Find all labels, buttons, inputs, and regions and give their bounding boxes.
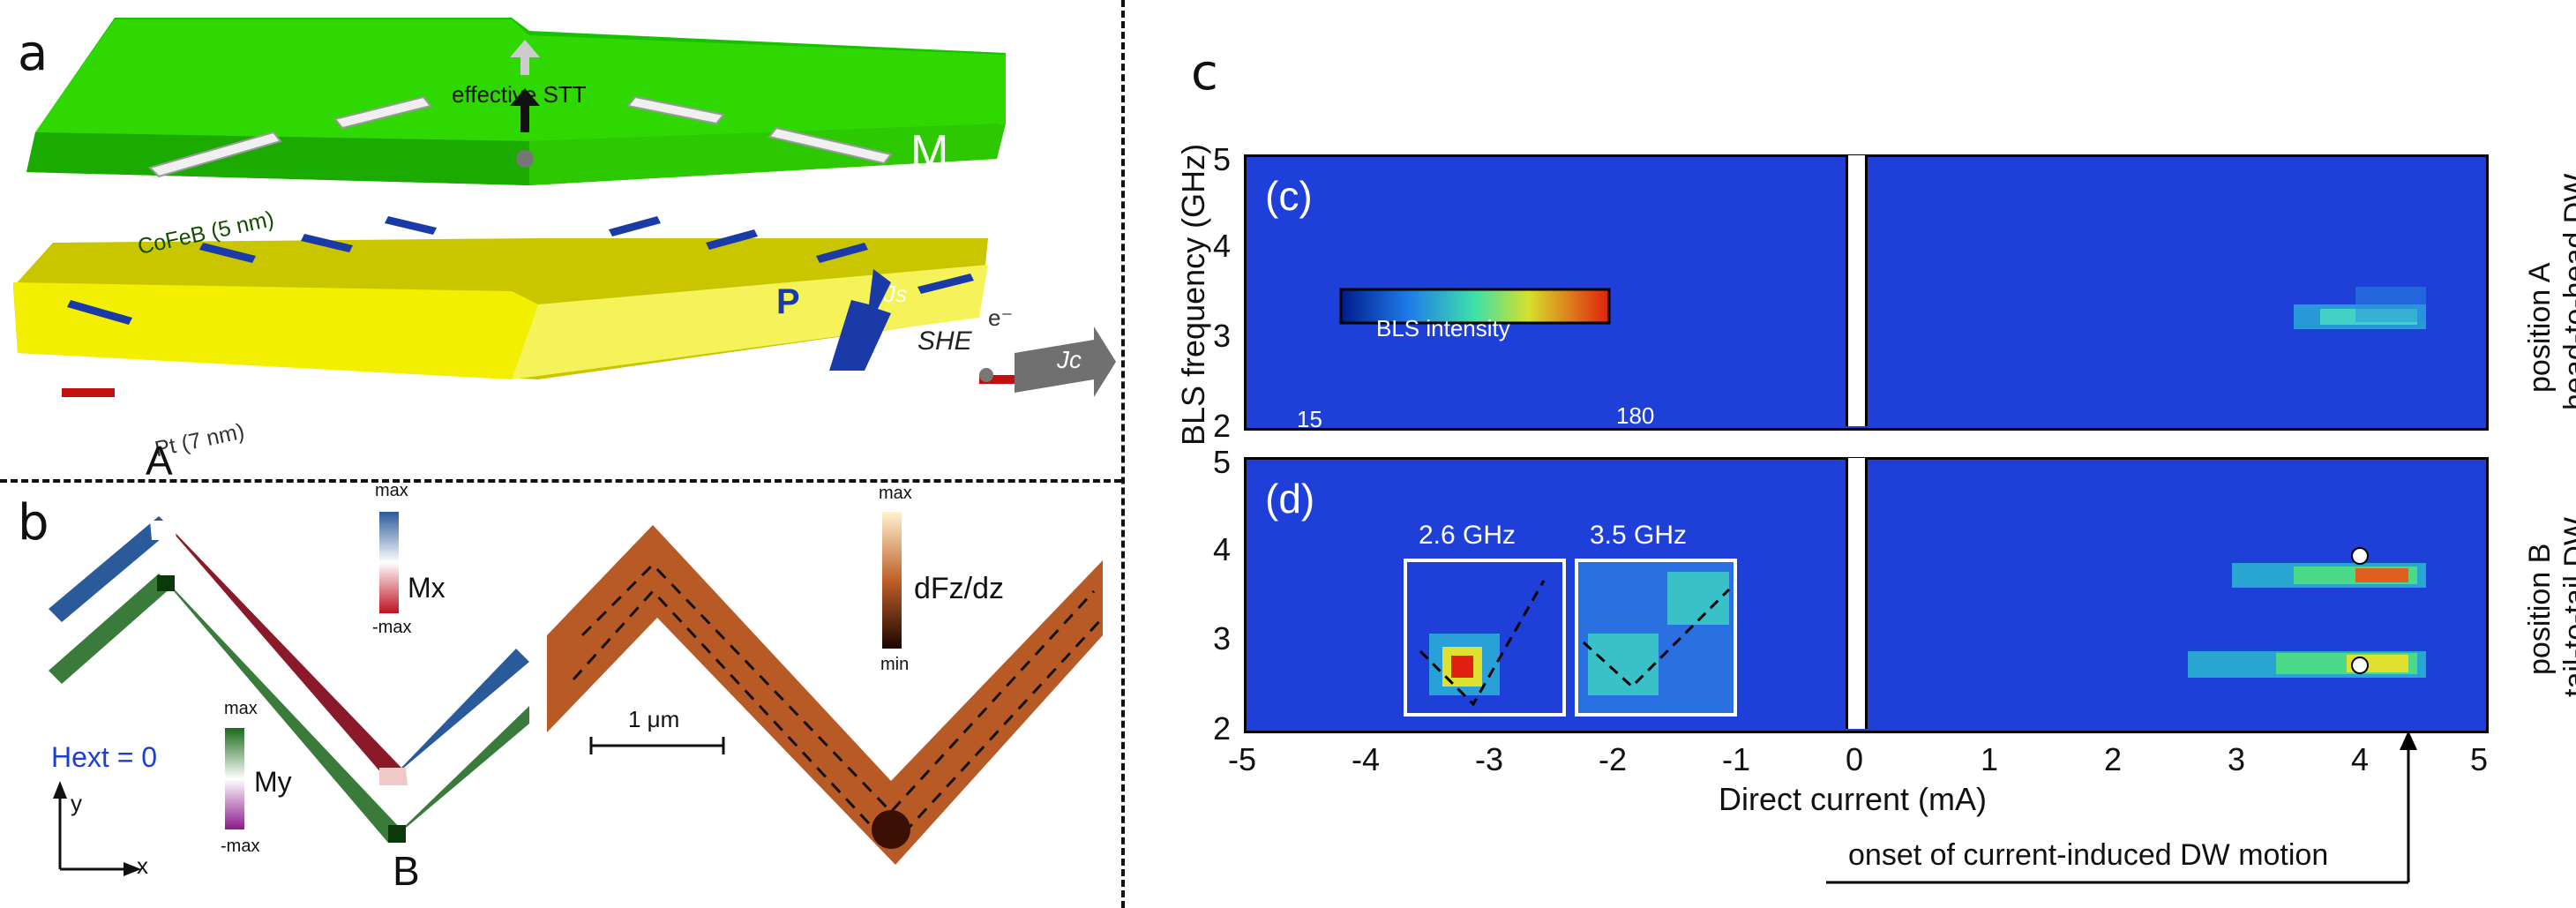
dfz-max-label: max xyxy=(879,484,912,503)
bottom-zero-gap xyxy=(1846,458,1868,729)
x-axis-label: Direct current (mA) xyxy=(1719,781,1988,817)
js-label: Js xyxy=(884,281,907,307)
mx-colorbar xyxy=(379,512,399,613)
right-bottom-label-1: position B xyxy=(2523,543,2557,675)
y-tick-top-4: 4 xyxy=(1213,228,1232,264)
dfz-label: dFz/dz xyxy=(914,572,1005,605)
y-tick-bottom-5: 5 xyxy=(1213,444,1232,480)
marker-lower xyxy=(2351,657,2369,674)
horizontal-separator xyxy=(0,479,1121,483)
she-label: SHE xyxy=(917,326,972,356)
my-colorbar xyxy=(225,728,244,829)
mx-label: Mx xyxy=(408,572,446,604)
heatmap-top-features xyxy=(1339,287,2426,329)
onset-annotation: onset of current-induced DW motion xyxy=(1848,838,2329,872)
mx-min-label: -max xyxy=(372,618,412,637)
right-top-label-2: head-to-head DW xyxy=(2558,173,2576,410)
subpanel-c-label: (c) xyxy=(1265,173,1313,219)
x-tick-1: 1 xyxy=(1981,741,1999,777)
x-axis-arrow-label: x xyxy=(137,852,148,879)
x-tick-5: 5 xyxy=(2470,741,2489,777)
y-tick-bottom-4: 4 xyxy=(1213,531,1232,567)
y-tick-bottom-2: 2 xyxy=(1213,710,1232,747)
panel-letter-a: a xyxy=(18,25,49,82)
heatmap-bottom-features xyxy=(1404,547,2426,717)
dfz-colorbar xyxy=(882,512,902,649)
panel-letter-b: b xyxy=(18,494,49,552)
marker-upper xyxy=(2351,547,2369,565)
jc-label: Jc xyxy=(1057,346,1082,373)
x-tick--2: -2 xyxy=(1599,741,1628,777)
position-b-label: B xyxy=(393,848,420,894)
x-tick-2: 2 xyxy=(2104,741,2123,777)
panel-b-illustration xyxy=(49,512,1105,876)
colorbar-title: BLS intensity xyxy=(1376,315,1510,341)
colorbar-max: 180 xyxy=(1616,402,1655,429)
my-max-label: max xyxy=(224,699,258,718)
my-label: My xyxy=(254,766,292,798)
position-a-label: A xyxy=(146,438,173,484)
vertical-separator xyxy=(1121,0,1125,908)
top-zero-gap xyxy=(1846,155,1868,426)
magnetization-label: M xyxy=(910,126,949,177)
y-axis-label: BLS frequency (GHz) xyxy=(1175,143,1211,446)
onset-annotation-lines xyxy=(1826,731,2417,884)
scale-bar-label: 1 μm xyxy=(628,706,680,732)
y-tick-top-3: 3 xyxy=(1213,318,1232,354)
effective-stt-label: effective STT xyxy=(452,81,587,108)
polarization-label: P xyxy=(776,282,800,321)
colorbar-min: 15 xyxy=(1297,406,1322,432)
right-top-label-1: position A xyxy=(2523,262,2557,393)
y-tick-top-2: 2 xyxy=(1213,408,1232,444)
x-tick-3: 3 xyxy=(2228,741,2246,777)
subpanel-d-label: (d) xyxy=(1265,476,1315,522)
panel-a-illustration xyxy=(13,18,1116,397)
x-tick--5: -5 xyxy=(1228,741,1257,777)
x-tick-0: 0 xyxy=(1846,741,1864,777)
x-tick--4: -4 xyxy=(1352,741,1381,777)
dfz-min-label: min xyxy=(880,655,910,674)
mx-max-label: max xyxy=(375,481,408,500)
x-tick--3: -3 xyxy=(1475,741,1504,777)
inset-35ghz-label: 3.5 GHz xyxy=(1590,521,1688,550)
y-tick-bottom-3: 3 xyxy=(1213,620,1232,657)
panel-letter-c: c xyxy=(1191,44,1218,101)
x-tick-4: 4 xyxy=(2351,741,2370,777)
y-tick-top-5: 5 xyxy=(1213,141,1232,177)
y-axis-arrow-label: y xyxy=(71,790,82,816)
my-min-label: -max xyxy=(221,837,260,856)
electron-label: e⁻ xyxy=(988,304,1014,331)
right-bottom-label-2: tail-to-tail DW xyxy=(2558,516,2576,697)
inset-26ghz-label: 2.6 GHz xyxy=(1419,521,1516,550)
hext-label: Hext = 0 xyxy=(51,741,158,773)
x-tick--1: -1 xyxy=(1722,741,1751,777)
